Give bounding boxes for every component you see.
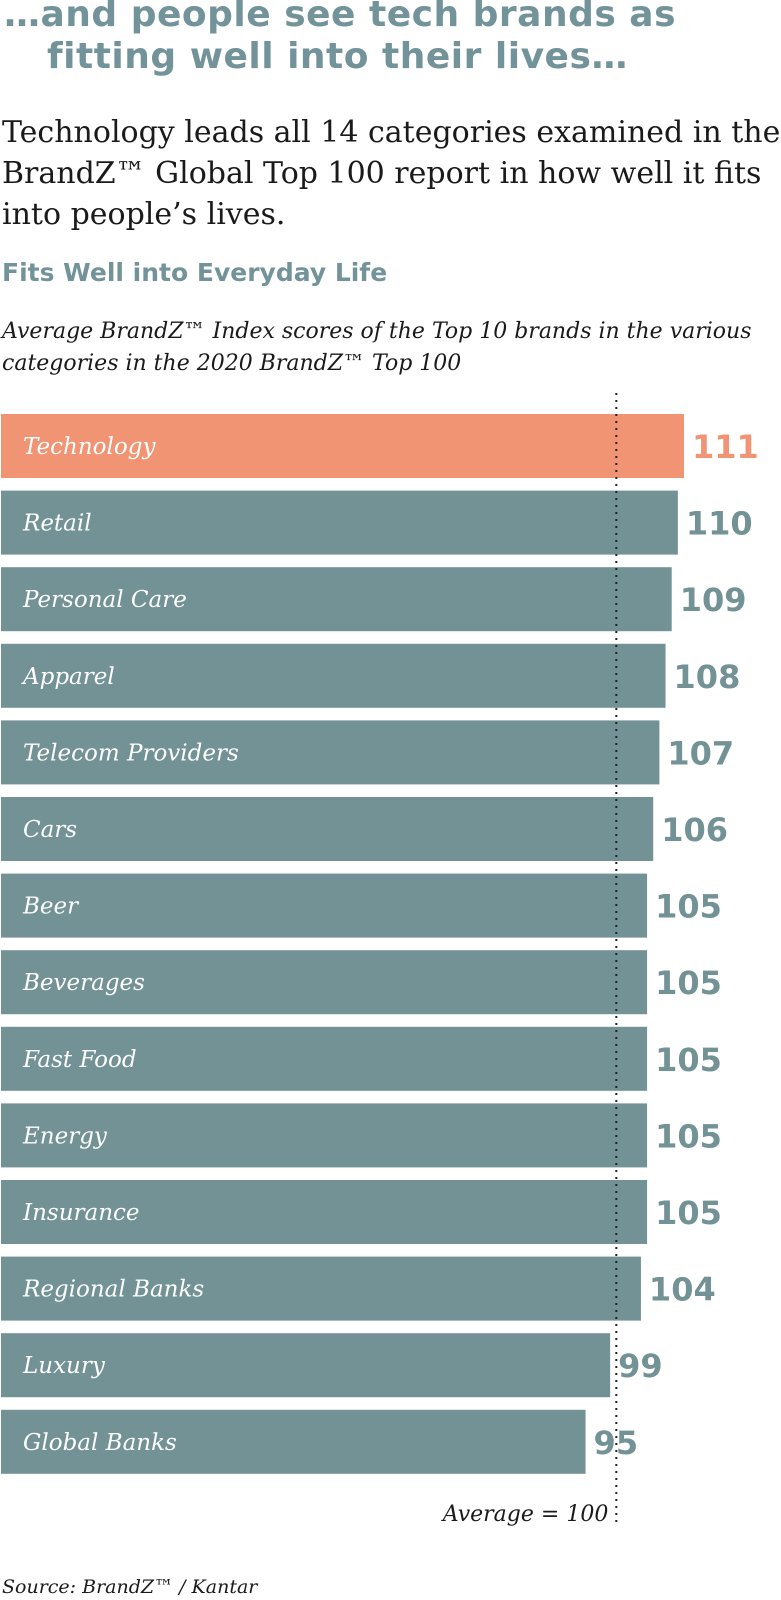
bar-category-label: Beer: [22, 894, 80, 920]
bar-category-label: Global Banks: [23, 1430, 177, 1456]
bar-value-label: 106: [661, 811, 728, 849]
chart-subtitle: Average BrandZ™ Index scores of the Top …: [2, 319, 752, 376]
bar: [1, 1103, 648, 1168]
bar-category-label: Technology: [23, 434, 156, 460]
bar: [1, 1256, 641, 1321]
lead-paragraph: Technology leads all 14 categories exami…: [2, 115, 781, 232]
bar-value-label: 99: [618, 1347, 663, 1385]
average-reference-label: Average = 100: [441, 1502, 609, 1527]
bar-category-label: Apparel: [21, 664, 115, 690]
bar: [1, 873, 648, 938]
bar-value-label: 105: [655, 1041, 722, 1079]
bar: [1, 950, 648, 1015]
bar: [1, 1409, 586, 1474]
bar: [1, 1026, 648, 1091]
bar: [1, 414, 684, 478]
headline-line-1: …and people see tech brands as: [4, 0, 677, 35]
bar-category-label: Beverages: [22, 970, 145, 996]
bar-value-label: 110: [686, 505, 753, 543]
headline-line-2: fitting well into their lives…: [47, 36, 628, 77]
bar-value-label: 107: [667, 734, 734, 772]
headline: …and people see tech brands as fitting w…: [4, 0, 779, 78]
bar-category-label: Personal Care: [22, 587, 187, 613]
bar-category-label: Fast Food: [22, 1047, 137, 1073]
bar-value-label: 105: [655, 888, 722, 926]
bar-category-label: Telecom Providers: [23, 740, 239, 766]
chart-title: Fits Well into Everyday Life: [2, 258, 388, 287]
bar: [1, 490, 678, 555]
bar: [1, 720, 660, 785]
bar-value-label: 111: [692, 428, 759, 466]
bar-value-label: 104: [649, 1271, 716, 1309]
bar-value-label: 105: [655, 1117, 722, 1155]
source-note: Source: BrandZ™ / Kantar: [2, 1576, 258, 1598]
bar-category-label: Energy: [22, 1123, 108, 1149]
bar-value-label: 105: [655, 1194, 722, 1232]
bar: [1, 797, 654, 861]
bar-value-label: 109: [680, 581, 747, 619]
bar: [1, 643, 666, 708]
bar-value-label: 108: [674, 658, 741, 696]
bar-category-label: Insurance: [22, 1200, 140, 1226]
bar-category-label: Cars: [23, 817, 77, 843]
bar-category-label: Regional Banks: [22, 1277, 204, 1303]
bar: [1, 1333, 611, 1398]
bar-category-label: Retail: [22, 511, 92, 537]
bar-category-label: Luxury: [22, 1353, 106, 1379]
bar: [1, 567, 672, 632]
bar: [1, 1180, 648, 1244]
bar-value-label: 105: [655, 964, 722, 1002]
